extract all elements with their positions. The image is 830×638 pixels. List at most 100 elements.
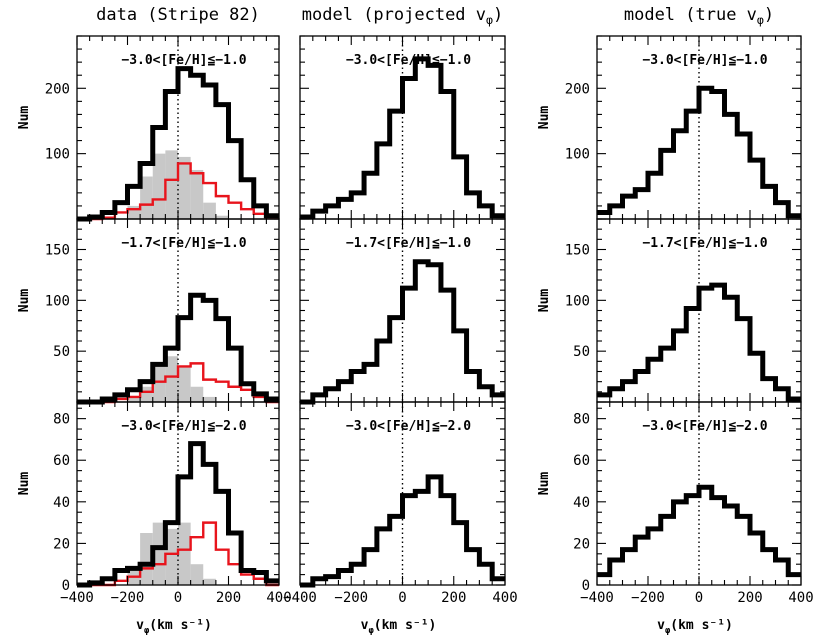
y-tick-label: 100: [45, 293, 70, 309]
y-tick-label: 100: [565, 293, 590, 309]
gray-bar: [190, 386, 204, 402]
y-tick-label: 0: [62, 578, 70, 594]
x-tick-label: 400: [266, 590, 291, 606]
y-tick-label: 20: [53, 536, 70, 552]
gray-bar: [140, 176, 153, 219]
panel-r2-c1: 50 100 150 −1.7<[Fe/H]≦−1.0 Num: [17, 218, 280, 405]
gray-bar: [178, 156, 191, 219]
gray-bar: [140, 386, 153, 402]
y-axis-label: Num: [537, 106, 552, 130]
red-histogram: [77, 521, 279, 587]
metallicity-label: −3.0<[Fe/H]≦−1.0: [121, 53, 246, 68]
x-tick-label: −200: [631, 590, 665, 606]
gray-bar: [165, 528, 178, 585]
x-tick-label: 200: [441, 590, 466, 606]
black-histogram: [300, 474, 505, 588]
y-tick-label: 100: [45, 147, 70, 163]
panel-r2-c3: 50 100 150 −1.7<[Fe/H]≦−1.0 Num: [537, 218, 802, 403]
red-histogram: [77, 362, 279, 404]
x-tick-label: 200: [216, 590, 241, 606]
panel-r3-c2: −3.0<[Fe/H]≦−2.0 −400 −200 0 200 400: [283, 401, 518, 606]
gray-bar: [215, 215, 229, 219]
y-tick-label: 60: [573, 453, 590, 469]
black-histogram: [597, 484, 801, 578]
gray-bar: [178, 522, 191, 585]
x-tick-label: 400: [788, 590, 813, 606]
y-tick-label: 150: [45, 243, 70, 259]
y-tick-label: 150: [565, 243, 590, 259]
y-axis-label: Num: [537, 289, 552, 313]
x-tick-label: −400: [283, 590, 317, 606]
panel-r3-c1: 0 20 40 60 80 −3.0<[Fe/H]≦−2.0 −400 −200 0 200 400…: [17, 401, 292, 606]
black-histogram: [597, 282, 801, 402]
x-tick-label: −200: [334, 590, 368, 606]
metallicity-label: −1.7<[Fe/H]≦−1.0: [642, 236, 767, 251]
metallicity-label: −3.0<[Fe/H]≦−2.0: [642, 419, 767, 434]
y-tick-label: 80: [53, 412, 70, 428]
x-tick-label: 200: [737, 590, 762, 606]
gray-bar: [127, 205, 141, 219]
black-histogram: [77, 441, 279, 588]
panel-r1-c3: 100 200 −3.0<[Fe/H]≦−1.0 Num: [537, 35, 802, 220]
y-tick-label: 80: [573, 412, 590, 428]
gray-bar: [152, 153, 166, 219]
y-axis-label: Num: [17, 472, 32, 496]
x-tick-label: −400: [60, 590, 94, 606]
x-tick-label: 0: [174, 590, 182, 606]
gray-bar: [190, 169, 204, 219]
black-histogram: [77, 66, 279, 222]
y-tick-label: 40: [53, 495, 70, 511]
panel-r2-c2: −1.7<[Fe/H]≦−1.0: [299, 218, 506, 405]
gray-bar: [165, 150, 178, 219]
gray-bar: [203, 396, 216, 402]
metallicity-label: −1.7<[Fe/H]≦−1.0: [121, 236, 246, 251]
x-tick-label: 0: [695, 590, 703, 606]
x-tick-label: 400: [492, 590, 517, 606]
y-tick-label: 200: [565, 81, 590, 97]
y-tick-label: 0: [582, 578, 590, 594]
gray-bar: [165, 356, 178, 402]
gray-bar: [190, 564, 204, 585]
x-axis-label: vφ(km s⁻¹): [361, 618, 437, 636]
gray-bar: [178, 366, 191, 402]
x-tick-label: −200: [111, 590, 145, 606]
x-axis-label: vφ(km s⁻¹): [657, 618, 733, 636]
column-title-2: model (projected vφ): [302, 5, 503, 27]
x-tick-label: 0: [398, 590, 406, 606]
y-tick-label: 200: [45, 81, 70, 97]
gray-bar: [203, 202, 216, 219]
metallicity-label: −3.0<[Fe/H]≦−1.0: [346, 53, 471, 68]
gray-histogram: [127, 150, 229, 219]
y-tick-label: 40: [573, 495, 590, 511]
x-axis-label: vφ(km s⁻¹): [136, 618, 212, 636]
y-axis-label: Num: [17, 289, 32, 313]
y-tick-label: 50: [573, 344, 590, 360]
metallicity-label: −1.7<[Fe/H]≦−1.0: [346, 236, 471, 251]
metallicity-label: −3.0<[Fe/H]≦−2.0: [346, 419, 471, 434]
gray-bar: [152, 364, 166, 402]
y-axis-label: Num: [537, 472, 552, 496]
column-title-3: model (true vφ): [624, 5, 774, 27]
black-histogram: [77, 292, 279, 405]
x-tick-label: −400: [580, 590, 614, 606]
gray-bar: [140, 533, 153, 585]
gray-bar: [203, 578, 216, 585]
y-tick-label: 20: [573, 536, 590, 552]
gray-histogram: [127, 356, 216, 402]
panel-r1-c2: −3.0<[Fe/H]≦−1.0: [299, 35, 506, 220]
column-title-1: data (Stripe 82): [96, 5, 260, 25]
y-tick-label: 100: [565, 147, 590, 163]
black-histogram: [300, 259, 505, 405]
gray-bar: [152, 522, 166, 585]
y-tick-label: 60: [53, 453, 70, 469]
y-tick-label: 50: [53, 344, 70, 360]
panel-r3-c3: 0 20 40 60 80 −3.0<[Fe/H]≦−2.0 −400 −200 0 200 400…: [537, 401, 814, 606]
y-axis-label: Num: [17, 106, 32, 130]
black-histogram: [300, 56, 505, 220]
black-histogram: [597, 85, 801, 219]
gray-bar: [127, 396, 141, 402]
panel-r1-c1: 100 200 −3.0<[Fe/H]≦−1.0 Num: [17, 35, 280, 222]
metallicity-label: −3.0<[Fe/H]≦−1.0: [642, 53, 767, 68]
metallicity-label: −3.0<[Fe/H]≦−2.0: [121, 419, 246, 434]
